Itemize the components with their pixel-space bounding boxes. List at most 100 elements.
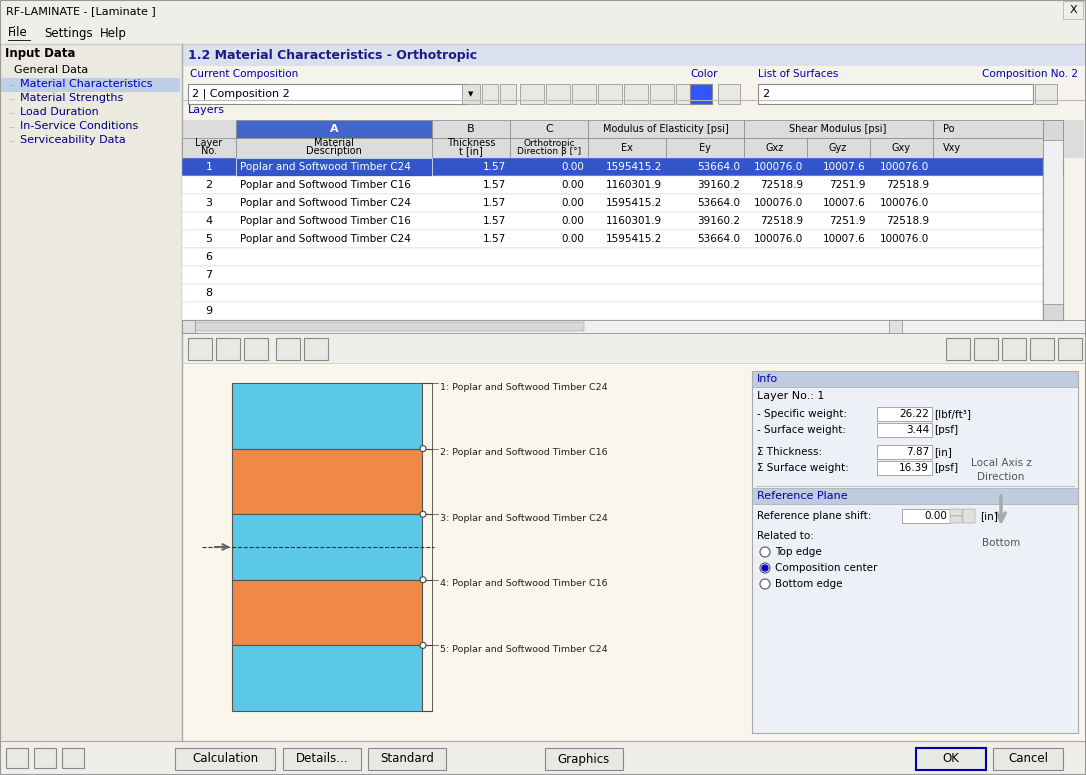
Text: 3: Poplar and Softwood Timber C24: 3: Poplar and Softwood Timber C24 bbox=[440, 514, 608, 522]
Bar bbox=[0, 0, 1086, 22]
Text: 72518.9: 72518.9 bbox=[886, 180, 929, 190]
Text: Layer No.: 1: Layer No.: 1 bbox=[757, 391, 824, 401]
Text: List of Surfaces: List of Surfaces bbox=[758, 69, 838, 79]
Text: 1.57: 1.57 bbox=[483, 162, 506, 172]
Text: 2: Poplar and Softwood Timber C16: 2: Poplar and Softwood Timber C16 bbox=[440, 448, 608, 457]
Text: ...: ... bbox=[8, 123, 15, 129]
Bar bbox=[950, 509, 962, 516]
Bar bbox=[933, 138, 1043, 158]
Bar bbox=[877, 423, 932, 437]
Text: 100076.0: 100076.0 bbox=[754, 198, 803, 208]
Text: Gxy: Gxy bbox=[892, 143, 910, 153]
Bar bbox=[877, 407, 932, 421]
Text: Orthotropic: Orthotropic bbox=[523, 139, 574, 147]
Text: 53664.0: 53664.0 bbox=[697, 234, 740, 244]
Text: Settings: Settings bbox=[45, 26, 92, 40]
Text: 0.00: 0.00 bbox=[561, 162, 584, 172]
Text: Material Characteristics: Material Characteristics bbox=[20, 79, 152, 89]
Bar bbox=[1043, 230, 1063, 248]
Text: Graphics: Graphics bbox=[558, 753, 610, 766]
Bar bbox=[482, 84, 498, 104]
Bar bbox=[232, 449, 422, 514]
Bar bbox=[1043, 302, 1063, 320]
Text: 1.2 Material Characteristics - Orthotropic: 1.2 Material Characteristics - Orthotrop… bbox=[188, 49, 477, 61]
Bar bbox=[1043, 120, 1063, 138]
Bar bbox=[877, 445, 932, 459]
Text: 0.00: 0.00 bbox=[561, 234, 584, 244]
Bar bbox=[188, 338, 212, 360]
Text: Color: Color bbox=[690, 69, 718, 79]
Bar bbox=[807, 138, 870, 158]
Bar bbox=[182, 66, 1086, 100]
Bar bbox=[182, 284, 1064, 302]
Bar bbox=[946, 338, 970, 360]
Circle shape bbox=[760, 547, 770, 557]
Text: ...: ... bbox=[8, 137, 15, 143]
Bar bbox=[1035, 84, 1057, 104]
Text: - Specific weight:: - Specific weight: bbox=[757, 409, 847, 419]
Text: 2: 2 bbox=[762, 89, 769, 99]
Bar bbox=[188, 84, 468, 104]
Text: 39160.2: 39160.2 bbox=[697, 180, 740, 190]
Bar bbox=[572, 84, 596, 104]
Bar bbox=[0, 44, 182, 741]
Bar bbox=[283, 748, 361, 770]
Bar bbox=[232, 646, 422, 711]
Bar bbox=[744, 138, 807, 158]
Bar bbox=[744, 120, 933, 138]
Text: Material Strengths: Material Strengths bbox=[20, 93, 123, 103]
Text: Shear Modulus [psi]: Shear Modulus [psi] bbox=[790, 124, 886, 134]
Text: A: A bbox=[330, 124, 339, 134]
Text: 7.87: 7.87 bbox=[906, 447, 929, 457]
Text: Gxz: Gxz bbox=[766, 143, 784, 153]
Bar bbox=[1043, 248, 1063, 266]
Bar bbox=[1043, 120, 1063, 140]
Bar bbox=[182, 138, 236, 158]
Text: 100076.0: 100076.0 bbox=[754, 162, 803, 172]
Bar bbox=[718, 84, 740, 104]
Bar bbox=[1058, 338, 1082, 360]
Text: 0.00: 0.00 bbox=[561, 216, 584, 226]
Bar bbox=[304, 338, 328, 360]
Text: RF-LAMINATE - [Laminate ]: RF-LAMINATE - [Laminate ] bbox=[7, 6, 155, 16]
Text: Calculation: Calculation bbox=[192, 753, 258, 766]
Text: Related to:: Related to: bbox=[757, 531, 813, 541]
Text: Load Duration: Load Duration bbox=[20, 107, 99, 117]
Text: Poplar and Softwood Timber C24: Poplar and Softwood Timber C24 bbox=[240, 162, 411, 172]
Text: 1.57: 1.57 bbox=[483, 216, 506, 226]
Text: X: X bbox=[1070, 5, 1077, 15]
Text: [lbf/ft³]: [lbf/ft³] bbox=[934, 409, 971, 419]
Text: Direction: Direction bbox=[977, 472, 1025, 482]
Bar bbox=[1002, 338, 1026, 360]
Text: Vxy: Vxy bbox=[943, 143, 961, 153]
Text: Gyz: Gyz bbox=[829, 143, 847, 153]
Text: 1160301.9: 1160301.9 bbox=[606, 216, 662, 226]
Circle shape bbox=[420, 642, 426, 649]
Text: Top edge: Top edge bbox=[775, 547, 822, 557]
Bar bbox=[546, 84, 570, 104]
Bar bbox=[182, 176, 1064, 194]
Bar bbox=[1043, 284, 1063, 302]
Bar bbox=[1043, 176, 1063, 194]
Text: 72518.9: 72518.9 bbox=[886, 216, 929, 226]
Bar bbox=[216, 338, 240, 360]
Bar bbox=[182, 320, 1086, 333]
Bar bbox=[232, 514, 422, 580]
Text: 7251.9: 7251.9 bbox=[830, 216, 866, 226]
Bar bbox=[232, 580, 422, 646]
Bar bbox=[877, 461, 932, 475]
Bar bbox=[915, 748, 986, 770]
Bar bbox=[182, 212, 1064, 230]
Text: 1: 1 bbox=[205, 162, 213, 172]
Bar bbox=[368, 748, 446, 770]
Bar bbox=[510, 138, 588, 158]
Bar bbox=[675, 84, 700, 104]
Text: 8: 8 bbox=[205, 288, 213, 298]
Text: 3: 3 bbox=[205, 198, 213, 208]
Bar bbox=[462, 84, 480, 104]
Text: [psf]: [psf] bbox=[934, 463, 958, 473]
Text: Modulus of Elasticity [psi]: Modulus of Elasticity [psi] bbox=[603, 124, 729, 134]
Text: 1160301.9: 1160301.9 bbox=[606, 180, 662, 190]
Text: Local Axis z: Local Axis z bbox=[971, 458, 1032, 468]
Text: Reference Plane: Reference Plane bbox=[757, 491, 848, 501]
